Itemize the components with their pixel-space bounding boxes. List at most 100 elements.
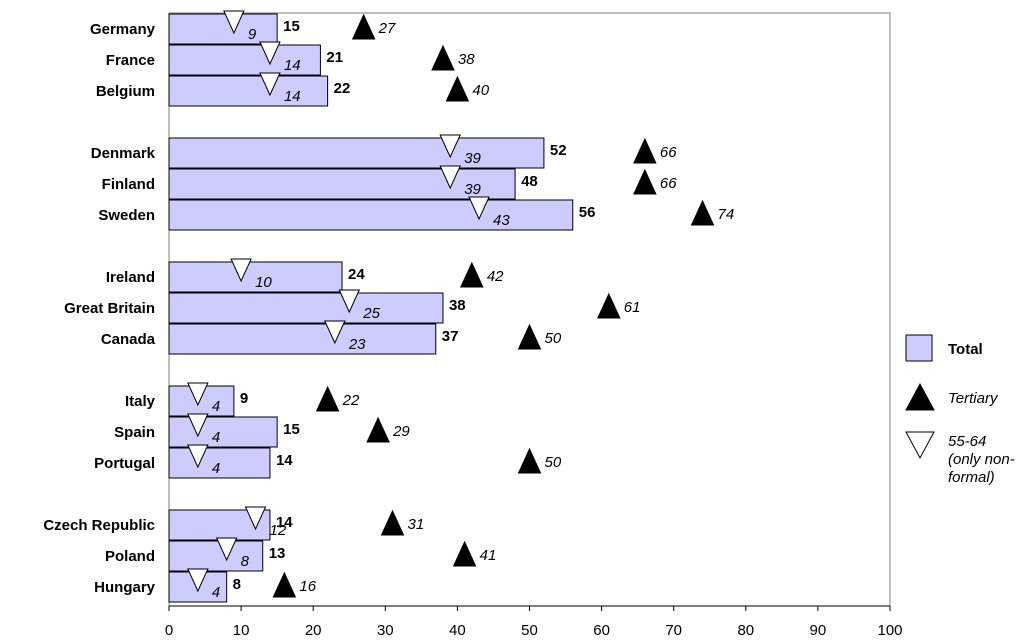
- older-value-belgium: 14: [284, 88, 301, 105]
- older-value-finland: 39: [464, 181, 481, 198]
- total-value-italy: 9: [240, 390, 248, 407]
- tertiary-value-sweden: 74: [718, 206, 735, 223]
- older-marker-canada: [324, 320, 346, 345]
- older-marker-czech-republic: [244, 506, 267, 531]
- tertiary-marker-hungary: [272, 571, 297, 598]
- x-tick-label-80: 80: [737, 622, 754, 639]
- bar-finland: [168, 168, 516, 200]
- older-value-czech-republic: 12: [270, 522, 287, 539]
- older-value-france: 14: [284, 57, 301, 74]
- x-tick-label-90: 90: [810, 622, 827, 639]
- total-value-denmark: 52: [550, 142, 567, 159]
- legend-total-label: Total: [948, 341, 983, 358]
- older-value-denmark: 39: [464, 150, 481, 167]
- tertiary-marker-italy: [315, 385, 340, 412]
- category-label-poland: Poland: [105, 548, 155, 565]
- category-label-great-britain: Great Britain: [64, 300, 155, 317]
- x-tick-label-40: 40: [449, 622, 466, 639]
- older-marker-belgium: [259, 72, 281, 97]
- older-value-canada: 23: [348, 336, 366, 353]
- total-value-sweden: 56: [579, 204, 596, 221]
- tertiary-marker-spain: [366, 416, 390, 443]
- tertiary-marker-ireland: [460, 261, 484, 288]
- total-value-poland: 13: [269, 545, 286, 562]
- bar-belgium: [168, 75, 329, 107]
- tertiary-marker-canada: [517, 323, 542, 350]
- bar-denmark: [168, 137, 545, 169]
- tertiary-value-spain: 29: [392, 423, 410, 440]
- older-marker-poland: [215, 537, 238, 562]
- tertiary-value-finland: 66: [660, 175, 677, 192]
- legend-tertiary-marker: [905, 382, 935, 411]
- x-tick-label-100: 100: [877, 622, 902, 639]
- legend-total-swatch: [905, 334, 933, 362]
- older-marker-portugal: [187, 444, 209, 469]
- tertiary-value-france: 38: [458, 51, 475, 68]
- older-marker-ireland: [230, 258, 252, 283]
- category-label-hungary: Hungary: [94, 579, 156, 596]
- x-tick-label-50: 50: [521, 622, 538, 639]
- x-tick-label-10: 10: [233, 622, 250, 639]
- older-marker-great-britain: [338, 289, 361, 314]
- total-value-ireland: 24: [348, 266, 365, 283]
- total-value-finland: 48: [521, 173, 538, 190]
- bar-great-britain: [168, 292, 444, 324]
- tertiary-value-poland: 41: [480, 547, 497, 564]
- older-marker-hungary: [187, 568, 209, 593]
- bar-sweden: [168, 199, 574, 231]
- bar-portugal: [168, 447, 271, 479]
- category-label-belgium: Belgium: [96, 83, 155, 100]
- total-value-belgium: 22: [334, 80, 351, 97]
- total-value-hungary: 8: [233, 576, 241, 593]
- older-marker-denmark: [439, 134, 461, 159]
- total-value-canada: 37: [442, 328, 459, 345]
- tertiary-value-hungary: 16: [299, 578, 316, 595]
- older-marker-finland: [439, 165, 461, 190]
- older-marker-italy: [187, 382, 209, 407]
- tertiary-value-czech-republic: 31: [408, 516, 425, 533]
- tertiary-value-denmark: 66: [660, 144, 677, 161]
- tertiary-marker-france: [431, 44, 455, 71]
- bar-canada: [168, 323, 437, 355]
- total-value-france: 21: [326, 49, 343, 66]
- older-marker-germany: [223, 10, 245, 35]
- tertiary-marker-finland: [633, 168, 657, 195]
- tertiary-marker-poland: [452, 540, 477, 567]
- bar-spain: [168, 416, 278, 448]
- x-tick-label-30: 30: [377, 622, 394, 639]
- older-value-germany: 9: [248, 26, 257, 43]
- tertiary-value-italy: 22: [342, 392, 360, 409]
- older-value-portugal: 4: [212, 460, 220, 477]
- tertiary-marker-belgium: [445, 75, 470, 102]
- legend-older-marker: [905, 431, 935, 460]
- x-tick-label-60: 60: [593, 622, 610, 639]
- legend-older-label-line1: 55-64: [948, 433, 986, 450]
- older-value-great-britain: 25: [362, 305, 380, 322]
- x-tick-label-0: 0: [165, 622, 173, 639]
- older-value-hungary: 4: [212, 584, 220, 601]
- category-label-france: France: [106, 52, 155, 69]
- total-value-great-britain: 38: [449, 297, 466, 314]
- legend-older-label-line3: formal): [948, 469, 995, 486]
- tertiary-value-ireland: 42: [487, 268, 504, 285]
- bar-france: [168, 44, 321, 76]
- x-tick-label-20: 20: [305, 622, 322, 639]
- legend-older-label-line2: (only non-: [948, 451, 1015, 468]
- bar-ireland: [168, 261, 343, 293]
- older-value-sweden: 43: [493, 212, 510, 229]
- labels-layer: Germany 15 27 9 France 21 38 14 Belgium 22 40 14 Den…: [43, 18, 734, 601]
- category-label-denmark: Denmark: [91, 145, 156, 162]
- category-label-canada: Canada: [101, 331, 156, 348]
- tertiary-value-belgium: 40: [472, 82, 489, 99]
- total-value-portugal: 14: [276, 452, 293, 469]
- tertiary-marker-czech-republic: [380, 509, 405, 536]
- tertiary-marker-denmark: [633, 137, 657, 164]
- older-value-poland: 8: [241, 553, 250, 570]
- tertiary-marker-portugal: [517, 447, 542, 474]
- total-value-spain: 15: [283, 421, 300, 438]
- markers-layer: [187, 10, 715, 598]
- legend: Total Tertiary 55-64 (only non- formal): [905, 334, 1015, 486]
- category-label-portugal: Portugal: [94, 455, 155, 472]
- bar-germany: [168, 13, 278, 45]
